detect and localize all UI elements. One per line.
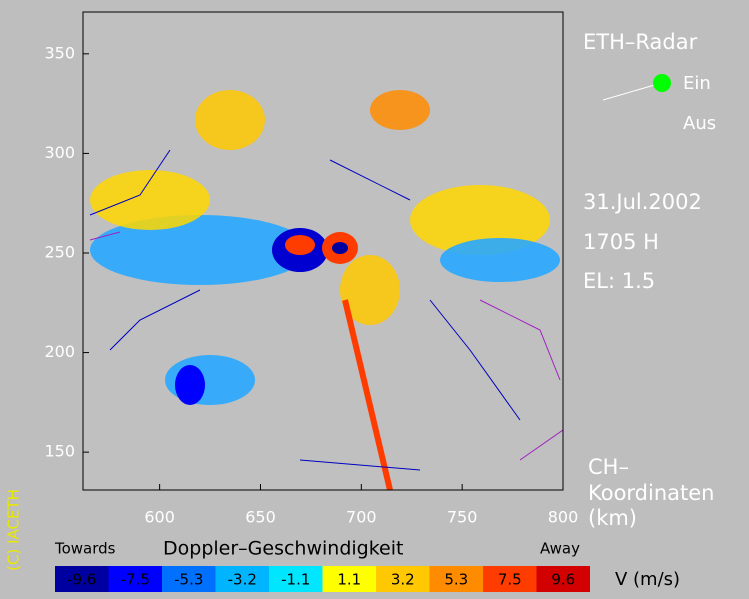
y-tick-label: 350	[44, 43, 75, 62]
color-value: -1.1	[281, 571, 310, 589]
copyright: (C) IACETH	[5, 489, 23, 571]
color-cell	[108, 566, 162, 592]
legend-right: Away	[540, 540, 580, 558]
color-cell	[429, 566, 483, 592]
legend-title: Doppler–Geschwindigkeit	[163, 538, 403, 560]
axis-label: CH–	[588, 455, 629, 479]
y-tick-label: 150	[44, 442, 75, 461]
x-tick-label: 700	[346, 508, 377, 527]
y-tick-label: 250	[44, 242, 75, 261]
y-tick-label: 200	[44, 342, 75, 361]
color-cell	[269, 566, 323, 592]
color-value: -3.2	[228, 571, 257, 589]
color-value: -7.5	[121, 571, 150, 589]
color-cell	[322, 566, 376, 592]
x-tick-label: 800	[548, 508, 579, 527]
switch-line	[602, 83, 659, 101]
legend-left: Towards	[54, 540, 116, 558]
x-tick-label: 650	[245, 508, 276, 527]
date: 31.Jul.2002	[583, 190, 702, 214]
off-label[interactable]: Aus	[683, 113, 716, 134]
elevation: EL: 1.5	[583, 269, 655, 293]
color-cell	[483, 566, 537, 592]
radar-title: ETH–Radar	[583, 30, 698, 54]
plot-frame	[82, 11, 564, 491]
color-value: -5.3	[174, 571, 203, 589]
axis-label: (km)	[588, 506, 637, 530]
axis-label: Koordinaten	[588, 481, 715, 505]
color-value: 1.1	[337, 571, 361, 589]
color-value: -9.6	[67, 571, 96, 589]
legend-unit: V (m/s)	[615, 569, 680, 590]
radar-echoes	[89, 90, 563, 490]
time: 1705 H	[583, 230, 659, 254]
on-label[interactable]: Ein	[683, 73, 711, 94]
color-value: 5.3	[444, 571, 468, 589]
color-value: 9.6	[551, 571, 575, 589]
color-cell	[55, 566, 109, 592]
y-tick-label: 300	[44, 143, 75, 162]
color-cell	[215, 566, 269, 592]
color-cell	[536, 566, 590, 592]
color-value: 7.5	[498, 571, 522, 589]
x-tick-label: 600	[144, 508, 175, 527]
on-indicator[interactable]	[653, 74, 671, 92]
x-tick-label: 750	[447, 508, 478, 527]
color-cell	[376, 566, 430, 592]
color-value: 3.2	[391, 571, 415, 589]
color-cell	[162, 566, 216, 592]
